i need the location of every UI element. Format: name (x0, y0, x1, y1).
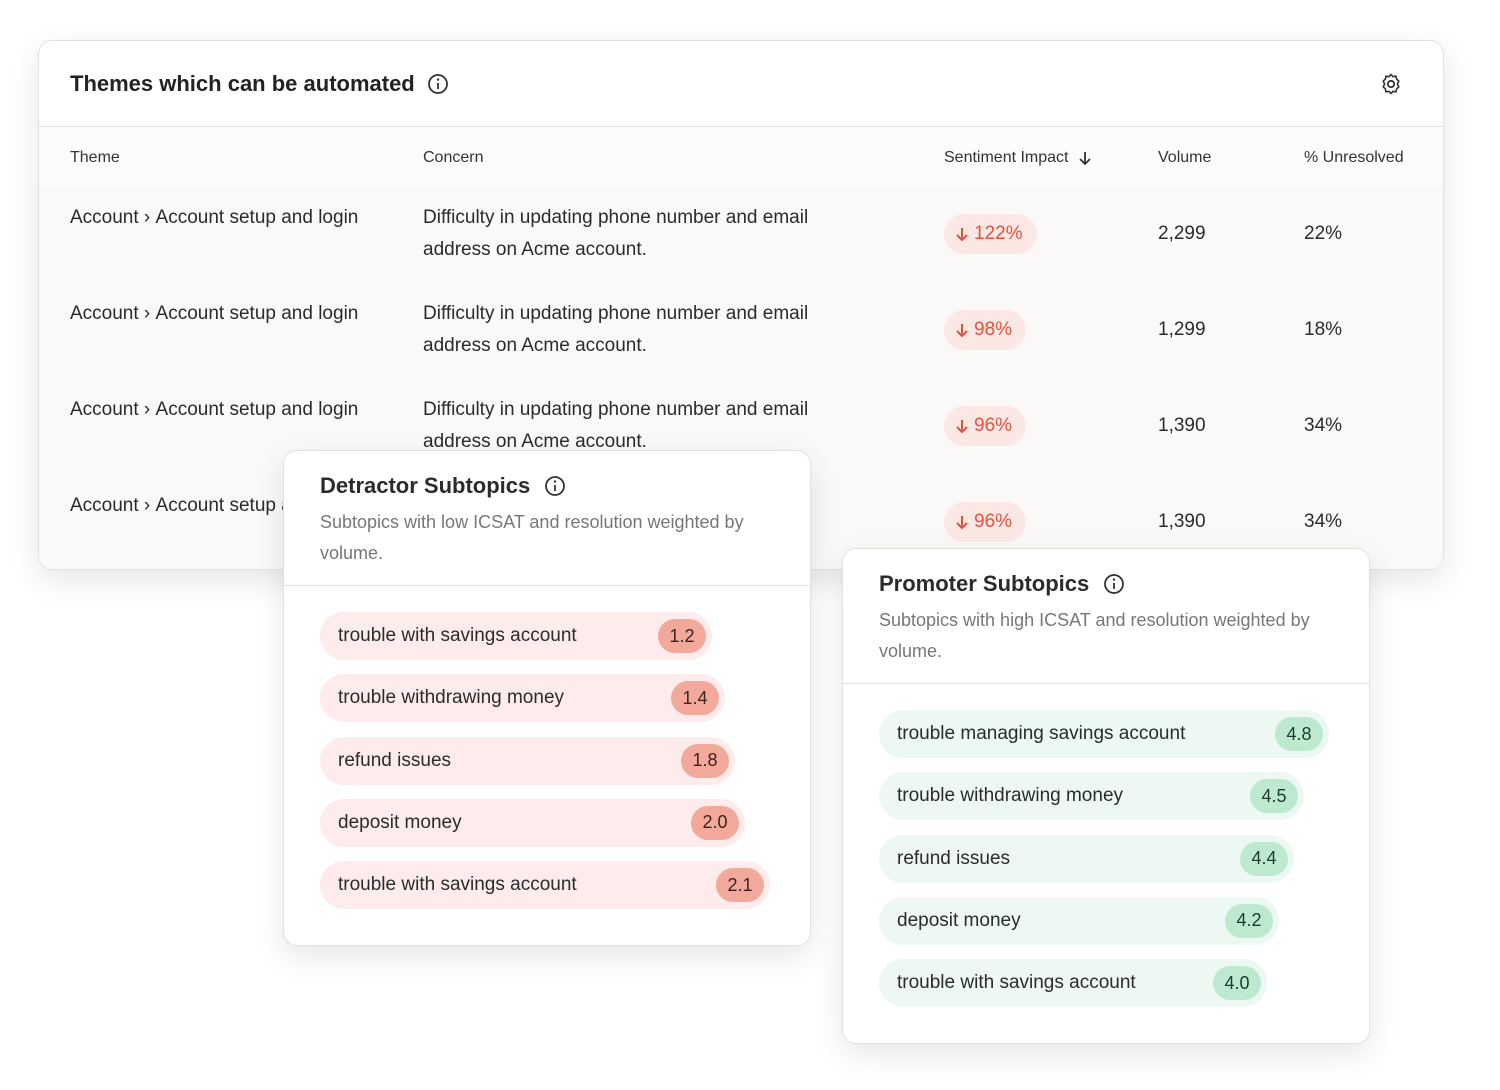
panel-title-wrap: Promoter Subtopics (879, 571, 1125, 597)
table-header: Theme Concern Sentiment Impact Volume % Unre… (39, 126, 1443, 188)
subtopic-label: trouble with savings account (338, 874, 577, 896)
breadcrumb-separator: › (138, 495, 156, 516)
subtopic-label: deposit money (338, 811, 462, 833)
sort-arrow[interactable] (1077, 150, 1093, 166)
theme-part: Account (70, 303, 139, 324)
subtopic-pill[interactable]: trouble withdrawing money 4.5 (879, 772, 1304, 821)
column-header-text: Theme (70, 149, 120, 166)
subtopic-pill[interactable]: refund issues 4.4 (879, 834, 1294, 883)
subtopic-score: 1.8 (681, 743, 729, 778)
subtopic-score: 1.2 (658, 619, 706, 653)
subtopic-pill[interactable]: trouble with savings account 1.2 (320, 612, 712, 660)
down-arrow (956, 324, 968, 338)
subtopic-pill[interactable]: deposit money 2.0 (320, 798, 745, 847)
divider (843, 683, 1369, 684)
concern-cell: Difficulty in updating phone number and … (423, 207, 809, 260)
theme-part: Account setup and login (155, 207, 359, 228)
volume-cell: 1,390 (1158, 415, 1206, 436)
down-arrow (956, 420, 968, 434)
volume-cell: 1,390 (1158, 511, 1206, 532)
theme-part: Account (70, 495, 139, 516)
promoter-panel: Promoter Subtopics Subtopics with high IC… (842, 548, 1370, 1044)
sentiment-badge: 96% (944, 406, 1027, 446)
sentiment-badge: 96% (944, 502, 1027, 542)
detractor-panel: Detractor Subtopics Subtopics with low IC… (283, 450, 811, 946)
panel-title: Promoter Subtopics (879, 571, 1090, 596)
subtopic-score: 4.8 (1275, 717, 1323, 751)
column-header: Volume (1158, 149, 1211, 167)
subtopic-label: trouble withdrawing money (897, 785, 1124, 807)
theme-cell: Account › Account setup and login (70, 202, 360, 234)
subtopic-pill[interactable]: trouble with savings account 2.1 (320, 861, 770, 910)
subtopic-score: 4.0 (1213, 966, 1261, 1001)
sentiment-value: 98% (974, 319, 1013, 340)
volume-cell: 1,299 (1158, 319, 1206, 340)
subtopic-label: refund issues (897, 847, 1011, 869)
info-icon[interactable] (1103, 573, 1125, 595)
info-icon[interactable] (544, 475, 566, 497)
column-header-text: Volume (1158, 149, 1212, 166)
subtopic-label: trouble with savings account (338, 625, 577, 646)
sentiment-value: 96% (974, 511, 1013, 532)
theme-part: Account setup and login (155, 399, 359, 420)
breadcrumb-separator: › (138, 399, 156, 420)
theme-part: Account (70, 399, 139, 420)
info-icon[interactable] (427, 73, 449, 95)
table-row: Account › Account setup and login Difficu… (39, 186, 1443, 283)
column-header-text: Sentiment Impact (944, 149, 1069, 166)
card-title-wrap: Themes which can be automated (70, 71, 449, 97)
card-title: Themes which can be automated (70, 71, 415, 96)
panel-title-wrap: Detractor Subtopics (320, 473, 566, 499)
down-arrow (956, 228, 968, 242)
subtopic-pill[interactable]: refund issues 1.8 (320, 736, 735, 785)
theme-cell: Account › Account setup and login (70, 394, 360, 426)
subtopic-label: refund issues (338, 749, 452, 771)
breadcrumb-separator: › (138, 207, 156, 228)
sentiment-value: 96% (974, 415, 1013, 436)
down-arrow (956, 516, 968, 530)
sentiment-badge: 98% (944, 310, 1027, 350)
column-header: Theme (70, 149, 120, 167)
panel-subtitle: Subtopics with low ICSAT and resolution … (320, 512, 744, 563)
theme-cell: Account › Account setup and login (70, 298, 360, 330)
unresolved-cell: 34% (1304, 511, 1343, 532)
sentiment-value: 122% (974, 223, 1023, 244)
unresolved-cell: 34% (1304, 415, 1343, 436)
sentiment-badge: 122% (944, 214, 1037, 254)
subtopic-score: 1.4 (671, 681, 719, 716)
concern-cell: Difficulty in updating phone number and … (423, 303, 809, 356)
subtopic-score: 2.1 (716, 868, 764, 903)
column-header-text: Concern (423, 149, 484, 166)
settings-icon[interactable] (1379, 72, 1403, 96)
panel-subtitle: Subtopics with high ICSAT and resolution… (879, 610, 1310, 661)
column-header: % Unresolved (1304, 149, 1404, 167)
concern-cell: Difficulty in updating phone number and … (423, 399, 809, 452)
theme-part: Account (70, 207, 139, 228)
volume-cell: 2,299 (1158, 223, 1206, 244)
subtopic-label: trouble withdrawing money (338, 687, 565, 709)
table-row: Account › Account setup and login Difficu… (39, 282, 1443, 379)
subtopic-pill[interactable]: trouble withdrawing money 1.4 (320, 674, 725, 723)
subtopic-score: 4.2 (1225, 903, 1273, 938)
column-header-text: % Unresolved (1304, 149, 1404, 166)
subtopic-pill[interactable]: trouble with savings account 4.0 (879, 959, 1267, 1008)
subtopic-score: 4.5 (1250, 779, 1298, 814)
panel-title: Detractor Subtopics (320, 473, 531, 498)
subtopic-label: trouble with savings account (897, 972, 1136, 994)
theme-part: Account setup and login (155, 303, 359, 324)
subtopic-label: deposit money (897, 909, 1021, 931)
subtopic-pill[interactable]: trouble managing savings account 4.8 (879, 710, 1329, 758)
breadcrumb-separator: › (138, 303, 156, 324)
divider (284, 585, 810, 586)
unresolved-cell: 18% (1304, 319, 1343, 340)
unresolved-cell: 22% (1304, 223, 1343, 244)
subtopic-score: 2.0 (691, 805, 739, 840)
subtopic-pill[interactable]: deposit money 4.2 (879, 896, 1279, 945)
subtopic-score: 4.4 (1240, 841, 1288, 876)
column-header: Concern (423, 149, 483, 167)
subtopic-label: trouble managing savings account (897, 723, 1186, 744)
column-header[interactable]: Sentiment Impact (944, 149, 1093, 167)
